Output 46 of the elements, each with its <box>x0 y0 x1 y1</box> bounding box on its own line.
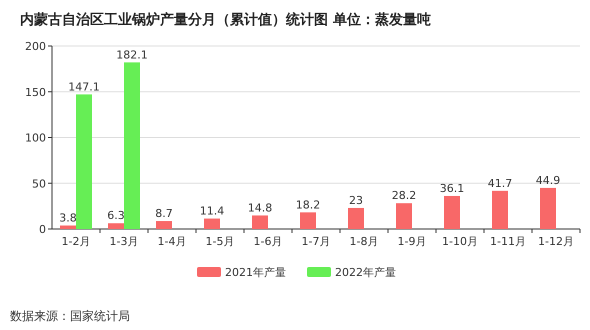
bar <box>492 190 508 229</box>
x-tick-label: 1-10月 <box>442 235 478 248</box>
data-label: 23 <box>349 194 363 207</box>
x-tick-label: 1-2月 <box>62 235 90 248</box>
data-label: 28.2 <box>392 189 416 202</box>
data-label: 182.1 <box>116 48 148 62</box>
bar <box>444 196 460 229</box>
legend-label: 2022年产量 <box>335 266 396 279</box>
bar <box>396 203 412 229</box>
data-label: 44.9 <box>536 174 560 187</box>
data-label: 36.1 <box>440 182 464 195</box>
bar <box>300 212 316 229</box>
bar <box>540 188 556 229</box>
x-tick-label: 1-9月 <box>398 235 426 248</box>
data-label: 18.2 <box>296 198 320 212</box>
x-tick-label: 1-3月 <box>110 235 138 248</box>
data-label: 14.8 <box>248 201 272 214</box>
chart-title: 内蒙古自治区工业锅炉产量分月（累计值）统计图 单位：蒸发量吨 <box>20 11 431 28</box>
y-tick-label: 0 <box>39 223 46 236</box>
bar <box>108 223 124 229</box>
data-label: 8.7 <box>155 207 173 220</box>
x-tick-label: 1-5月 <box>206 235 234 248</box>
bar <box>124 62 140 229</box>
bar <box>60 226 76 229</box>
y-tick-label: 100 <box>25 132 46 144</box>
bar <box>204 218 220 229</box>
bar <box>76 94 92 229</box>
x-tick-label: 1-6月 <box>254 235 282 248</box>
source-note: 数据来源：国家统计局 <box>10 309 130 323</box>
x-tick-label: 1-7月 <box>302 235 330 248</box>
data-label: 11.4 <box>200 204 224 218</box>
y-tick-label: 200 <box>25 40 46 53</box>
bar <box>252 215 268 229</box>
y-tick-label: 150 <box>25 86 46 99</box>
data-label: 41.7 <box>488 176 512 190</box>
data-label: 6.3 <box>107 209 125 222</box>
bar <box>156 221 172 229</box>
x-tick-label: 1-11月 <box>490 235 526 248</box>
x-tick-label: 1-12月 <box>538 235 574 248</box>
legend-label: 2021年产量 <box>225 266 286 279</box>
y-tick-label: 50 <box>32 177 46 190</box>
data-label: 147.1 <box>68 80 100 94</box>
x-tick-label: 1-4月 <box>158 235 186 248</box>
data-label: 3.8 <box>59 212 77 225</box>
bar <box>348 208 364 229</box>
x-tick-label: 1-8月 <box>350 235 378 248</box>
